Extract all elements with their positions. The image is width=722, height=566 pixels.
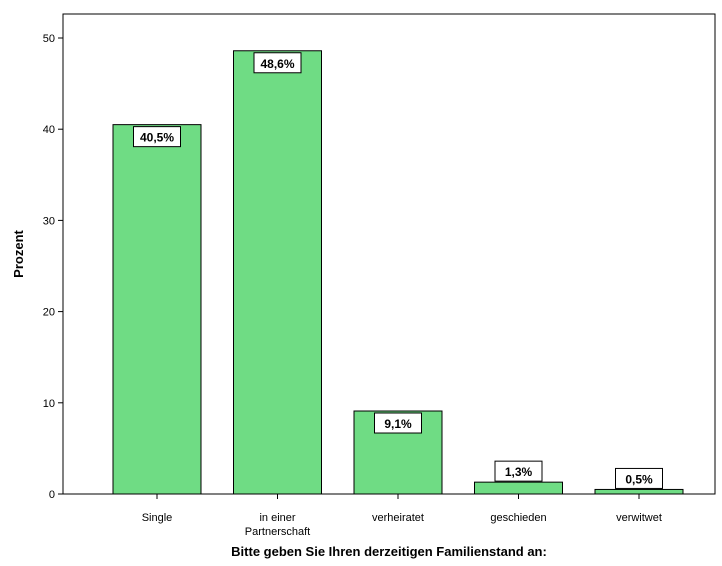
x-axis: Single in einer Partnerschaft verheiratet ge… <box>142 494 662 538</box>
y-tick-label: 40 <box>43 124 55 136</box>
data-label: 40,5% <box>140 131 174 145</box>
y-tick-label: 20 <box>43 307 55 319</box>
category-label: in einer <box>259 512 295 524</box>
category-label: verheiratet <box>372 512 424 524</box>
category-label: Single <box>142 512 173 524</box>
category-label: verwitwet <box>616 512 662 524</box>
data-label: 0,5% <box>625 472 653 486</box>
y-tick-label: 30 <box>43 215 55 227</box>
data-label: 48,6% <box>260 57 294 71</box>
data-label-box <box>133 126 181 148</box>
data-label-box <box>615 467 663 489</box>
bar <box>112 124 202 495</box>
y-tick-label: 50 <box>43 33 55 45</box>
category-label: geschieden <box>490 512 546 524</box>
bar <box>233 50 322 495</box>
bar <box>594 488 684 495</box>
data-label: 1,3% <box>505 465 533 479</box>
bar <box>474 481 563 495</box>
data-label-box <box>253 52 302 74</box>
category-label: Partnerschaft <box>245 526 310 538</box>
data-label-box <box>494 460 543 482</box>
y-tick-label: 10 <box>43 398 55 410</box>
data-label: 9,1% <box>384 417 412 431</box>
data-label-box <box>374 412 422 434</box>
x-axis-title: Bitte geben Sie Ihren derzeitigen Famili… <box>231 544 547 559</box>
bars: 40,5% 48,6% 9,1% 1,3% 0,5% <box>112 50 684 495</box>
y-tick-label: 0 <box>49 489 55 501</box>
y-axis-title: Prozent <box>11 229 26 277</box>
y-axis: 0 10 20 30 40 50 <box>43 33 63 501</box>
